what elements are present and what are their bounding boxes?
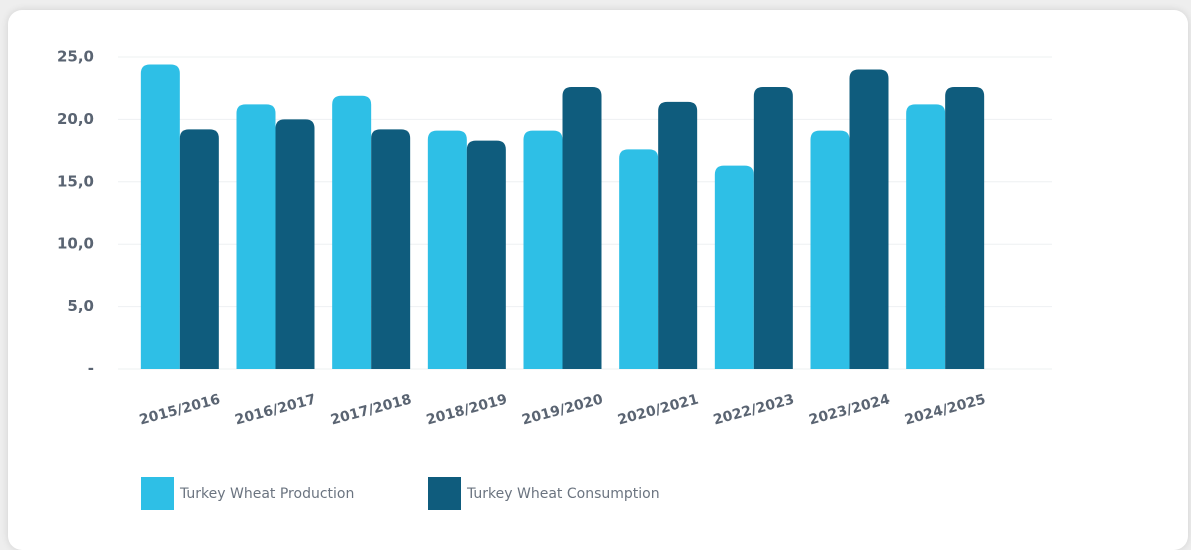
bar — [753, 86, 793, 370]
bar — [140, 64, 180, 369]
legend-swatch — [141, 477, 174, 510]
y-tick-label: 25,0 — [57, 48, 94, 66]
bar — [466, 140, 506, 369]
bar — [332, 95, 372, 370]
bar — [945, 86, 985, 370]
bar — [562, 86, 602, 370]
bar — [849, 69, 889, 369]
bar — [275, 119, 315, 370]
x-tick-label: 2020/2021 — [616, 392, 700, 429]
x-tick-label: 2024/2025 — [903, 392, 987, 429]
legend-label: Turkey Wheat Consumption — [466, 486, 660, 502]
chart: - 5,0 10,0 15,0 20,0 25,0 2015/2016 2016/2017 20… — [57, 48, 1052, 510]
y-tick-label: 15,0 — [57, 172, 94, 190]
bar — [427, 130, 467, 369]
y-tick-label: 5,0 — [67, 297, 94, 315]
x-tick-label: 2017/2018 — [329, 392, 413, 429]
y-tick-label: 10,0 — [57, 235, 94, 253]
legend-swatch — [428, 477, 461, 510]
y-tick-label: 20,0 — [57, 110, 94, 128]
x-tick-label: 2016/2017 — [233, 392, 317, 429]
bar — [236, 104, 276, 369]
x-tick-label: 2022/2023 — [712, 392, 796, 429]
bar — [810, 130, 850, 369]
x-tick-label: 2023/2024 — [807, 391, 892, 428]
y-tick-label: - — [88, 360, 94, 378]
x-tick-label: 2015/2016 — [138, 392, 222, 429]
bar — [619, 149, 659, 369]
x-tick-label: 2019/2020 — [520, 391, 605, 428]
bar — [658, 101, 698, 369]
bar — [523, 130, 563, 369]
bar — [179, 129, 219, 369]
bar — [714, 165, 754, 369]
legend-label: Turkey Wheat Production — [179, 486, 354, 502]
page: {"chart_data": {"type": "bar", "categori… — [8, 10, 1188, 550]
bar — [371, 129, 411, 369]
x-tick-label: 2018/2019 — [425, 392, 509, 429]
bar — [906, 104, 946, 369]
